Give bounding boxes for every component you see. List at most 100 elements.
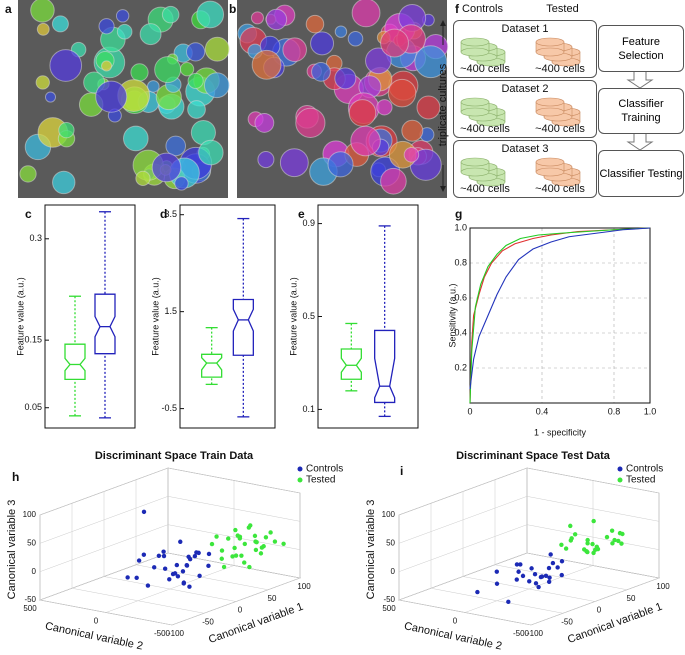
- z-axis-label: Canonical variable 3: [6, 500, 18, 600]
- point: [172, 571, 178, 576]
- y-tick-label: 0.05: [24, 402, 42, 412]
- cell: [116, 23, 133, 40]
- cell: [254, 112, 275, 133]
- grid-line: [526, 496, 660, 522]
- box: [94, 293, 116, 355]
- y-tick-label: 500: [23, 604, 37, 613]
- arrow-head: [440, 186, 446, 192]
- cylinder-base: [535, 167, 565, 177]
- cell: [282, 37, 307, 63]
- cell: [327, 151, 354, 178]
- cell: [376, 99, 393, 116]
- cell: [165, 135, 187, 157]
- cell: [351, 0, 381, 28]
- y-axis-label: Feature value (a.u.): [288, 277, 298, 356]
- cylinder-top: [535, 97, 565, 107]
- point: [533, 581, 539, 586]
- y-tick-label: 0.5: [302, 311, 315, 321]
- point: [585, 541, 590, 546]
- point: [529, 566, 534, 571]
- chart-title: Discriminant Space Train Data: [95, 450, 254, 462]
- y-tick-label: 500: [382, 604, 396, 613]
- point: [516, 569, 521, 574]
- point: [219, 548, 225, 553]
- point: [246, 525, 252, 530]
- grid-line: [105, 565, 235, 613]
- point: [532, 572, 538, 577]
- cell: [135, 170, 151, 186]
- grid-line: [39, 467, 169, 516]
- cell-count: ~400 cells: [460, 183, 510, 195]
- panel-label: b: [229, 2, 236, 16]
- cell: [305, 14, 325, 34]
- panel-label: i: [400, 464, 403, 478]
- cell: [101, 60, 113, 72]
- y-tick-label: -0.5: [161, 403, 177, 413]
- cylinder-base: [535, 47, 565, 57]
- point: [174, 562, 180, 568]
- cell: [35, 75, 50, 90]
- cell: [334, 67, 357, 90]
- panel-label: e: [298, 207, 305, 221]
- point: [206, 563, 211, 569]
- point: [593, 547, 598, 553]
- y-tick-label: 0.15: [24, 335, 42, 345]
- cell: [49, 49, 83, 82]
- dataset-label: Dataset 1: [501, 23, 549, 35]
- point: [494, 569, 499, 574]
- point: [226, 536, 231, 541]
- z-tick-label: -50: [383, 595, 395, 604]
- point: [232, 545, 237, 551]
- cell: [154, 56, 182, 84]
- step-box: Feature Selection: [598, 25, 684, 72]
- point: [475, 589, 480, 595]
- block-arrow: [626, 131, 654, 151]
- point: [546, 579, 552, 585]
- point: [620, 531, 625, 537]
- grid-line: [167, 496, 301, 522]
- x-tick-label: -50: [561, 617, 573, 626]
- dataset-box: [453, 80, 597, 138]
- point: [590, 541, 595, 547]
- y-tick-label: 0.4: [454, 327, 467, 337]
- point: [591, 518, 596, 524]
- point: [514, 562, 520, 567]
- point: [197, 573, 202, 579]
- y-axis-label: Feature value (a.u.): [15, 277, 25, 356]
- cell-count: ~400 cells: [535, 183, 585, 195]
- chart-title: Discriminant Space Test Data: [456, 450, 611, 462]
- point: [559, 542, 564, 547]
- cell: [130, 63, 149, 82]
- point: [514, 577, 519, 582]
- dataset-box: [453, 20, 597, 78]
- legend-label: Tested: [626, 475, 655, 486]
- point: [186, 554, 191, 560]
- legend-label: Controls: [626, 464, 663, 475]
- cell: [279, 148, 309, 178]
- cell: [350, 125, 381, 157]
- column-header: Tested: [546, 3, 579, 15]
- point: [506, 599, 511, 605]
- point: [206, 551, 212, 557]
- point: [161, 549, 166, 554]
- box: [340, 348, 362, 380]
- legend-marker: [617, 466, 623, 472]
- cell-count: ~400 cells: [535, 63, 585, 75]
- panel-label: g: [455, 207, 462, 221]
- cell-count: ~400 cells: [460, 123, 510, 135]
- point: [152, 565, 157, 570]
- legend-label: Tested: [306, 475, 335, 486]
- dataset-label: Dataset 2: [501, 83, 549, 95]
- grid-line: [39, 524, 169, 572]
- plot-frame: [179, 204, 276, 429]
- roc-curve: [469, 227, 651, 404]
- cell: [139, 23, 162, 46]
- cell: [416, 95, 441, 120]
- point: [559, 572, 564, 578]
- z-tick-label: 50: [27, 538, 36, 547]
- y-tick-label: 1.5: [164, 306, 177, 316]
- point: [263, 535, 269, 540]
- y-tick-label: 0.1: [302, 404, 315, 414]
- cell: [95, 80, 128, 113]
